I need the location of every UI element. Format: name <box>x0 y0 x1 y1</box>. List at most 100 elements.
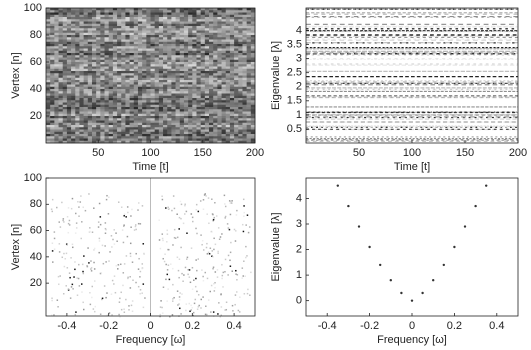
texture-cell <box>217 98 221 101</box>
texture-cell <box>71 136 75 139</box>
texture-cell <box>63 139 67 142</box>
texture-cell <box>50 22 54 25</box>
texture-cell <box>59 64 63 67</box>
texture-cell <box>155 80 159 83</box>
texture-cell <box>79 19 83 22</box>
texture-cell <box>125 33 129 36</box>
texture-cell <box>105 67 109 70</box>
texture-cell <box>117 35 121 38</box>
texture-cell <box>100 109 104 112</box>
texture-cell <box>105 55 109 58</box>
texture-cell <box>134 114 138 117</box>
texture-cell <box>125 87 129 90</box>
texture-dot <box>201 244 203 246</box>
texture-dot <box>109 251 111 253</box>
texture-cell <box>71 82 75 85</box>
texture-cell <box>146 26 150 29</box>
texture-dot <box>218 302 220 304</box>
texture-dot <box>90 268 92 270</box>
texture-cell <box>54 107 58 110</box>
texture-dot <box>72 288 74 290</box>
texture-cell <box>125 127 129 130</box>
texture-cell <box>209 51 213 54</box>
texture-cell <box>109 64 113 67</box>
texture-dot <box>81 221 83 223</box>
texture-cell <box>226 24 230 27</box>
texture-cell <box>67 94 71 97</box>
texture-cell <box>222 125 226 128</box>
texture-dot <box>247 293 249 295</box>
texture-cell <box>209 42 213 45</box>
texture-cell <box>196 89 200 92</box>
texture-cell <box>151 58 155 61</box>
texture-cell <box>54 80 58 83</box>
texture-cell <box>176 109 180 112</box>
texture-cell <box>113 33 117 36</box>
texture-cell <box>196 44 200 47</box>
texture-cell <box>130 69 134 72</box>
texture-dot <box>179 299 181 301</box>
texture-cell <box>217 114 221 117</box>
texture-cell <box>146 112 150 115</box>
texture-cell <box>217 112 221 115</box>
texture-cell <box>247 44 251 47</box>
texture-dot <box>217 269 219 271</box>
y-axis-label: Eigenvalue [λ] <box>270 41 282 110</box>
texture-cell <box>230 17 234 20</box>
texture-dot <box>189 276 191 278</box>
texture-dot <box>167 288 169 290</box>
texture-cell <box>217 96 221 99</box>
texture-dot <box>192 307 194 309</box>
texture-cell <box>100 53 104 56</box>
texture-cell <box>176 107 180 110</box>
texture-cell <box>226 46 230 49</box>
texture-cell <box>92 82 96 85</box>
x-tick-label: -0.2 <box>360 320 379 332</box>
texture-cell <box>184 17 188 20</box>
x-tick-label: 0.2 <box>447 320 462 332</box>
texture-cell <box>201 94 205 97</box>
texture-cell <box>217 37 221 40</box>
texture-dot <box>135 224 137 226</box>
texture-cell <box>113 82 117 85</box>
texture-cell <box>230 76 234 79</box>
point <box>358 225 360 227</box>
texture-cell <box>46 109 50 112</box>
texture-cell <box>75 64 79 67</box>
texture-cell <box>247 80 251 83</box>
texture-cell <box>125 67 129 70</box>
texture-dot <box>234 304 236 306</box>
texture-dot <box>243 231 245 233</box>
texture-cell <box>121 98 125 101</box>
texture-cell <box>163 91 167 94</box>
texture-cell <box>192 28 196 31</box>
texture-dot <box>89 292 91 294</box>
texture-cell <box>205 85 209 88</box>
texture-cell <box>96 100 100 103</box>
texture-cell <box>163 109 167 112</box>
texture-cell <box>213 91 217 94</box>
texture-cell <box>205 31 209 34</box>
texture-cell <box>234 85 238 88</box>
texture-cell <box>54 37 58 40</box>
texture-cell <box>167 33 171 36</box>
texture-cell <box>184 109 188 112</box>
texture-cell <box>184 26 188 29</box>
texture-cell <box>230 94 234 97</box>
texture-cell <box>242 80 246 83</box>
texture-cell <box>192 58 196 61</box>
texture-dot <box>235 270 237 272</box>
texture-cell <box>134 103 138 106</box>
texture-cell <box>226 42 230 45</box>
texture-cell <box>176 98 180 101</box>
texture-cell <box>121 109 125 112</box>
texture-cell <box>109 53 113 56</box>
texture-cell <box>247 28 251 31</box>
texture-cell <box>138 58 142 61</box>
texture-cell <box>242 51 246 54</box>
texture-cell <box>209 62 213 65</box>
texture-cell <box>63 58 67 61</box>
texture-cell <box>75 82 79 85</box>
texture-cell <box>159 91 163 94</box>
texture-cell <box>192 112 196 115</box>
